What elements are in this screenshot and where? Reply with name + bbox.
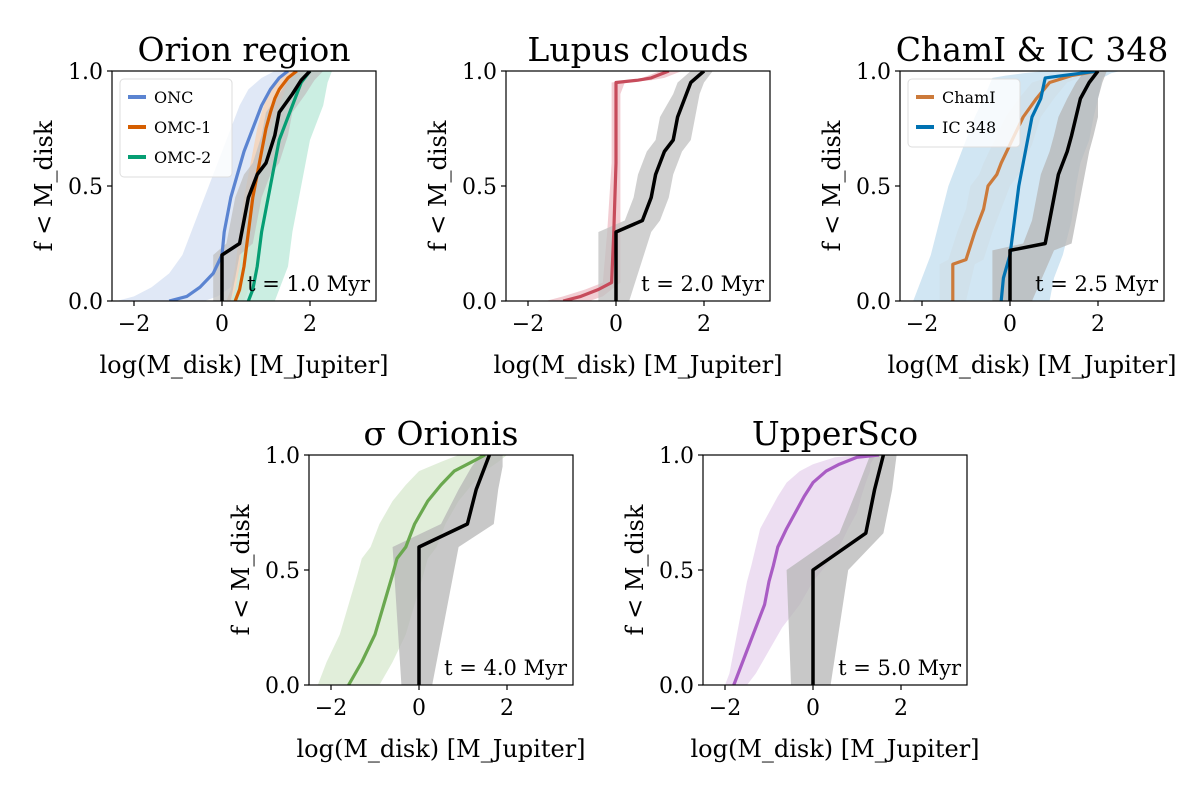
series-line-0 [562, 71, 670, 301]
series-line-1 [417, 455, 492, 685]
y-tick-label: 0.5 [265, 559, 300, 584]
x-tick-label: 2 [697, 312, 711, 337]
x-tick-label: −2 [315, 696, 347, 721]
y-tick-label: 0.0 [856, 290, 891, 315]
panel-3: −2 0 2 0.0 0.5 1.0 σ Orionis log(M_disk) [M_Jup… [227, 414, 586, 763]
legend-box [119, 78, 233, 178]
series-line-0 [951, 71, 1099, 301]
y-axis-label: f < M_disk [818, 120, 846, 251]
y-tick-label: 0.5 [856, 175, 891, 200]
y-tick-label: 1.0 [462, 60, 497, 85]
series-line-1 [614, 71, 706, 301]
x-tick-label: −2 [512, 312, 544, 337]
x-tick-label: 0 [609, 312, 623, 337]
series-line-1 [811, 455, 886, 685]
chart-title: σ Orionis [363, 414, 518, 453]
time-annotation: t = 2.5 Myr [1035, 272, 1159, 296]
y-tick-label: 0.0 [462, 290, 497, 315]
legend: ONC OMC-1 OMC-2 [119, 78, 233, 178]
x-axis-label: log(M_disk) [M_Jupiter] [493, 351, 782, 379]
y-tick-label: 1.0 [265, 444, 300, 469]
x-tick-label: 2 [1091, 312, 1105, 337]
x-tick-label: 0 [1003, 312, 1017, 337]
y-tick-label: 0.0 [659, 674, 694, 699]
x-axis-label: log(M_disk) [M_Jupiter] [887, 351, 1176, 379]
plot-area [116, 71, 332, 301]
time-annotation: t = 4.0 Myr [444, 656, 568, 680]
legend-entry: ONC [154, 88, 193, 107]
uncertainty-band-1 [598, 71, 713, 301]
legend: ChamI IC 348 [907, 78, 1021, 148]
legend-entry: OMC-1 [154, 118, 211, 137]
chart-title: ChamI & IC 348 [896, 30, 1169, 69]
time-annotation: t = 5.0 Myr [838, 656, 962, 680]
panel-1: −2 0 2 0.0 0.5 1.0 Lupus clouds log(M_disk) [M_… [424, 30, 783, 379]
uncertainty-band-2 [992, 71, 1107, 301]
x-tick-label: 2 [500, 696, 514, 721]
panel-4: −2 0 2 0.0 0.5 1.0 UpperSco log(M_disk) [M_Jupi… [621, 414, 980, 763]
x-tick-label: −2 [906, 312, 938, 337]
time-annotation: t = 1.0 Myr [247, 272, 371, 296]
panel-0: −2 0 2 0.0 0.5 1.0 Orion region log(M_disk) [M_… [30, 30, 389, 379]
x-tick-label: 2 [303, 312, 317, 337]
x-tick-label: 0 [215, 312, 229, 337]
plot-area [725, 455, 897, 685]
legend-entry: OMC-2 [154, 148, 211, 167]
y-tick-label: 0.0 [68, 290, 103, 315]
uncertainty-band-2 [230, 71, 332, 301]
plot-area [317, 455, 507, 685]
series-line-3 [220, 71, 312, 301]
x-tick-label: 0 [412, 696, 426, 721]
chart-title: Lupus clouds [527, 30, 748, 69]
y-tick-label: 1.0 [659, 444, 694, 469]
x-axis-label: log(M_disk) [M_Jupiter] [690, 735, 979, 763]
y-axis-label: f < M_disk [621, 504, 649, 635]
x-tick-label: −2 [118, 312, 150, 337]
series-line-1 [233, 71, 298, 301]
x-axis-label: log(M_disk) [M_Jupiter] [99, 351, 388, 379]
series-line-0 [168, 71, 289, 301]
y-axis-label: f < M_disk [424, 120, 452, 251]
y-axis-label: f < M_disk [227, 504, 255, 635]
y-axis-label: f < M_disk [30, 120, 58, 251]
y-tick-label: 0.0 [265, 674, 300, 699]
x-tick-label: −2 [709, 696, 741, 721]
series-line-0 [732, 455, 880, 685]
y-tick-label: 1.0 [856, 60, 891, 85]
chart-title: Orion region [137, 30, 350, 69]
x-axis-label: log(M_disk) [M_Jupiter] [296, 735, 585, 763]
y-tick-label: 1.0 [68, 60, 103, 85]
series-line-0 [347, 455, 486, 685]
y-tick-label: 0.5 [659, 559, 694, 584]
plot-area [913, 71, 1120, 301]
y-tick-label: 0.5 [68, 175, 103, 200]
series-line-2 [1008, 71, 1100, 301]
plot-area [545, 71, 713, 301]
x-tick-label: 2 [894, 696, 908, 721]
legend-box [907, 78, 1021, 148]
legend-entry: IC 348 [942, 118, 996, 137]
legend-entry: ChamI [942, 88, 996, 107]
chart-title: UpperSco [752, 414, 918, 453]
time-annotation: t = 2.0 Myr [641, 272, 765, 296]
series-line-2 [246, 71, 312, 301]
x-tick-label: 0 [806, 696, 820, 721]
y-tick-label: 0.5 [462, 175, 497, 200]
